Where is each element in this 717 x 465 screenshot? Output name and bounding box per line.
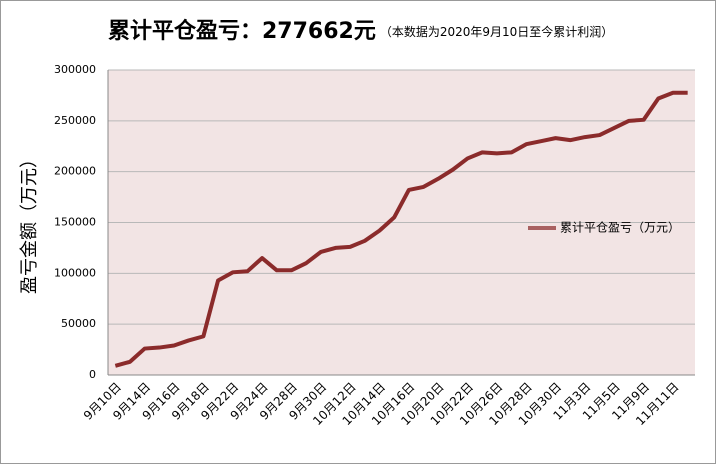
y-tick-label: 50000: [61, 317, 96, 330]
y-tick-label: 200000: [54, 165, 96, 178]
y-tick-label: 250000: [54, 114, 96, 127]
y-tick-label: 100000: [54, 266, 96, 279]
y-tick-label: 0: [89, 368, 96, 381]
data-line: [114, 90, 688, 368]
title: 累计平仓盈亏：277662元: [108, 18, 376, 44]
subtitle: （本数据为2020年9月10日至今累计利润）: [380, 24, 613, 39]
legend-label: 累计平仓盈亏（万元）: [560, 221, 680, 235]
chart-title: 累计平仓盈亏：277662元 （本数据为2020年9月10日至今累计利润）: [108, 18, 613, 44]
y-axis-label: 盈亏金额（万元）: [19, 150, 40, 294]
y-tick-label: 150000: [54, 216, 96, 229]
y-tick-label: 300000: [54, 63, 96, 76]
